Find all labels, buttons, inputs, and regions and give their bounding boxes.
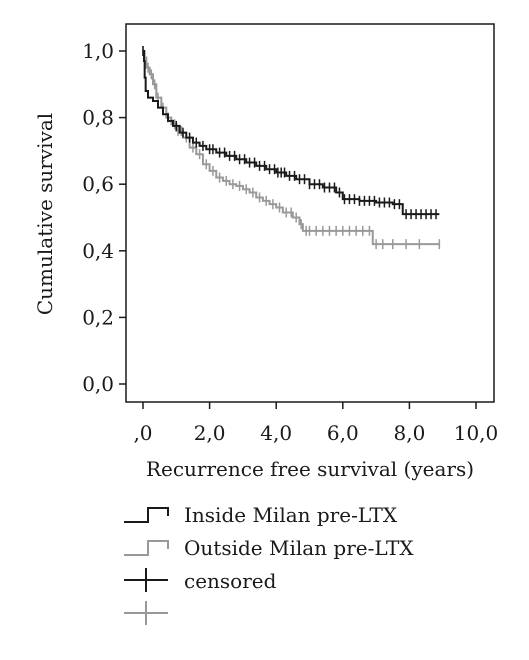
x-axis-title: Recurrence free survival (years) xyxy=(146,457,474,481)
legend: Inside Milan pre-LTX Outside Milan pre-L… xyxy=(124,503,414,625)
series-layer xyxy=(142,46,441,250)
axes xyxy=(119,23,495,409)
x-tick-label: ,0 xyxy=(133,421,152,445)
y-tick-label: 1,0 xyxy=(82,39,114,63)
y-tick-label: 0,2 xyxy=(82,305,114,329)
y-tick-label: 0,8 xyxy=(82,106,114,130)
x-tick-label: 2,0 xyxy=(194,421,226,445)
y-axis-title: Cumulative survival xyxy=(33,113,57,315)
legend-label-outside: Outside Milan pre-LTX xyxy=(184,536,414,560)
legend-label-censored: censored xyxy=(184,569,277,593)
y-tick-label: 0,6 xyxy=(82,172,114,196)
tick-labels: 0,0 0,2 0,4 0,6 0,8 1,0 ,0 2,0 4,0 6,0 8,0 10,0 xyxy=(82,39,498,445)
series-inside xyxy=(142,46,440,220)
legend-symbol-step xyxy=(124,507,169,523)
y-tick-label: 0,4 xyxy=(82,239,114,263)
legend-label-inside: Inside Milan pre-LTX xyxy=(184,503,398,527)
x-tick-label: 4,0 xyxy=(260,421,292,445)
x-tick-label: 10,0 xyxy=(454,421,499,445)
y-tick-label: 0,0 xyxy=(82,372,114,396)
x-tick-label: 6,0 xyxy=(327,421,359,445)
legend-symbol-step xyxy=(124,540,169,556)
survival-curve-inside xyxy=(142,50,440,216)
plot-frame xyxy=(125,23,495,403)
x-tick-label: 8,0 xyxy=(393,421,425,445)
series-outside xyxy=(142,46,441,250)
